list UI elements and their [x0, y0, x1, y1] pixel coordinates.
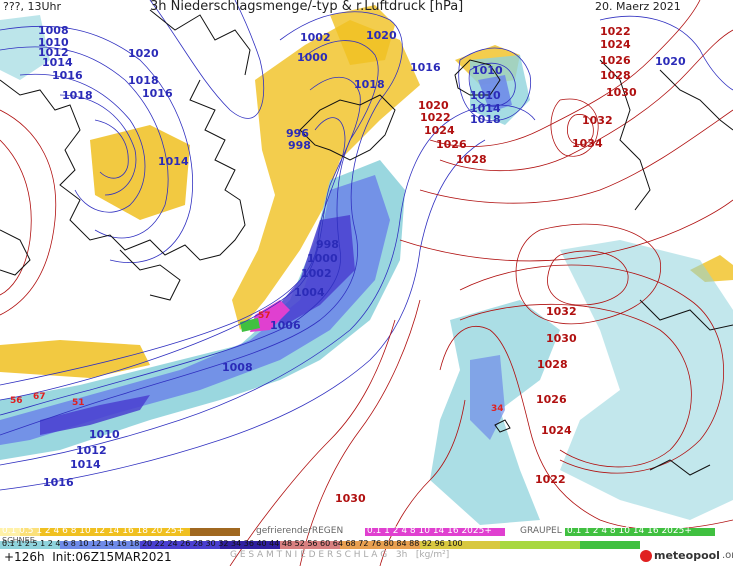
svg-text:1008: 1008 — [38, 24, 69, 37]
legend-freezing-label: gefrierenderREGEN — [256, 526, 344, 536]
svg-text:1010: 1010 — [472, 64, 503, 77]
svg-text:1032: 1032 — [582, 114, 613, 127]
svg-text:1000: 1000 — [307, 252, 338, 265]
svg-text:1034: 1034 — [572, 137, 603, 150]
legend-rain-scale: 0.1 1 2 5 1 2 4 6 8 10 12 14 16 18 20 22… — [2, 539, 463, 548]
svg-text:1018: 1018 — [354, 78, 385, 91]
svg-text:998: 998 — [316, 238, 339, 251]
svg-text:1016: 1016 — [52, 69, 83, 82]
header-date: 20. Maerz 2021 — [595, 0, 681, 13]
svg-text:1030: 1030 — [335, 492, 366, 505]
pressure-labels: 1008 1010 1012 1014 1016 1018 1020 1018 … — [10, 24, 686, 505]
svg-text:1014: 1014 — [70, 458, 101, 471]
isobars-low — [0, 0, 733, 491]
svg-text:1024: 1024 — [424, 124, 455, 137]
svg-text:1018: 1018 — [470, 113, 501, 126]
svg-text:1002: 1002 — [301, 267, 332, 280]
svg-text:1012: 1012 — [76, 444, 107, 457]
svg-text:1020: 1020 — [128, 47, 159, 60]
svg-text:1030: 1030 — [546, 332, 577, 345]
svg-text:1010: 1010 — [89, 428, 120, 441]
svg-text:1032: 1032 — [546, 305, 577, 318]
legend-snow-scale: 0.1 0.5 1 2 4 6 8 10 12 14 16 18 20 25+ — [2, 526, 185, 536]
brand-logo: meteopool .org — [640, 549, 733, 562]
svg-text:1020: 1020 — [655, 55, 686, 68]
svg-text:1024: 1024 — [541, 424, 572, 437]
svg-text:1000: 1000 — [297, 51, 328, 64]
svg-text:998: 998 — [288, 139, 311, 152]
svg-text:1026: 1026 — [436, 138, 467, 151]
svg-text:1010: 1010 — [38, 36, 69, 49]
svg-text:1016: 1016 — [410, 61, 441, 74]
svg-text:1016: 1016 — [43, 476, 74, 489]
svg-text:1014: 1014 — [470, 102, 501, 115]
legend-graupel-label: GRAUPEL — [520, 526, 562, 536]
legend-total-label: G E S A M T N I E D E R S C H L A G 3h [… — [230, 550, 450, 560]
svg-text:1028: 1028 — [456, 153, 487, 166]
coastlines — [0, 9, 733, 476]
svg-text:1026: 1026 — [600, 54, 631, 67]
legend-bars — [0, 528, 715, 549]
svg-text:57: 57 — [258, 311, 271, 321]
svg-text:1004: 1004 — [294, 286, 325, 299]
svg-text:1012: 1012 — [38, 46, 69, 59]
legend-snow-label: SCHNEE — [2, 536, 35, 545]
svg-text:1016: 1016 — [142, 87, 173, 100]
svg-text:1022: 1022 — [420, 111, 451, 124]
svg-text:67: 67 — [33, 392, 46, 402]
map-title: 3h Niederschlagsmenge/-typ & r.Luftdruck… — [150, 0, 464, 14]
svg-text:1018: 1018 — [128, 74, 159, 87]
svg-text:1022: 1022 — [535, 473, 566, 486]
svg-text:1014: 1014 — [42, 56, 73, 69]
svg-text:1014: 1014 — [158, 155, 189, 168]
svg-text:1026: 1026 — [536, 393, 567, 406]
brand-name: meteopool — [654, 549, 720, 562]
svg-text:1018: 1018 — [62, 89, 93, 102]
svg-text:34: 34 — [491, 404, 504, 414]
svg-text:1022: 1022 — [600, 25, 631, 38]
svg-text:1008: 1008 — [222, 361, 253, 374]
header-left-label: ???, 13Uhr — [3, 0, 62, 13]
svg-text:1006: 1006 — [270, 319, 301, 332]
svg-text:1010: 1010 — [470, 89, 501, 102]
svg-text:996: 996 — [286, 127, 309, 140]
legend-graupel-scale: 0.1 1 2 4 8 10 14 16 2025+ — [567, 526, 692, 536]
legend-freezing-scale: 0.1 1 2 4 8 10 14 16 2025+ — [367, 526, 492, 536]
svg-text:1024: 1024 — [600, 38, 631, 51]
svg-text:56: 56 — [10, 396, 23, 406]
brand-tld: .org — [721, 550, 733, 561]
svg-text:51: 51 — [72, 398, 85, 408]
svg-text:1028: 1028 — [537, 358, 568, 371]
svg-text:1030: 1030 — [606, 86, 637, 99]
svg-text:1020: 1020 — [366, 29, 397, 42]
svg-text:1020: 1020 — [418, 99, 449, 112]
forecast-run-label: +126h Init:06Z15MAR2021 — [4, 550, 172, 564]
svg-text:1028: 1028 — [600, 69, 631, 82]
meteopool-logo-icon — [640, 549, 652, 562]
svg-text:1002: 1002 — [300, 31, 331, 44]
